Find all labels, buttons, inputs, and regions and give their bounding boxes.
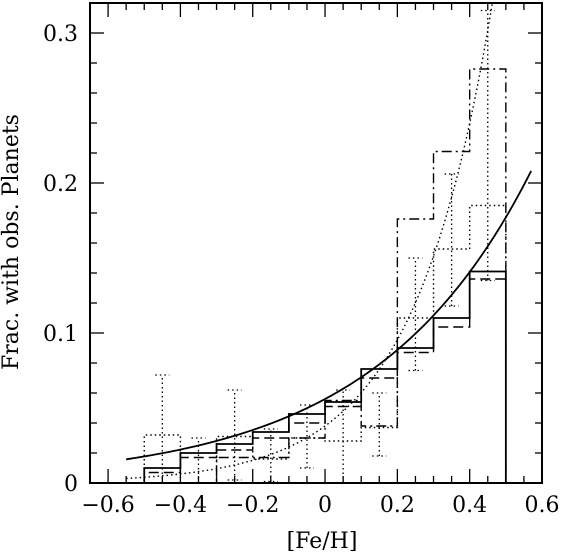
fit-curve-solid-0 bbox=[126, 170, 532, 461]
x-tick-label: 0.4 bbox=[452, 493, 487, 518]
x-tick-label: 0 bbox=[318, 493, 332, 518]
axis-layer: −0.6 −0.4 −0.2 0 0.2 0.4 0.6 0 0.1 0.2 0.3 bbox=[43, 2, 560, 518]
x-axis-title: [Fe/H] bbox=[287, 529, 358, 554]
y-axis-title: Frac. with obs. Planets bbox=[0, 114, 24, 370]
x-tick-label: 0.2 bbox=[380, 493, 415, 518]
fit-curve-dotted-1 bbox=[126, 3, 494, 480]
x-tick-label: −0.2 bbox=[226, 493, 279, 518]
x-tick-label: −0.6 bbox=[81, 493, 134, 518]
y-tick-label: 0.1 bbox=[43, 322, 78, 347]
plot-frame bbox=[89, 2, 543, 484]
x-tick-label: 0.6 bbox=[525, 493, 560, 518]
histogram-dash-dot-2 bbox=[144, 68, 507, 483]
y-tick-label: 0 bbox=[64, 472, 78, 497]
plot-layer bbox=[126, 3, 532, 483]
y-tick-label: 0.2 bbox=[43, 172, 78, 197]
x-tick-label: −0.4 bbox=[154, 493, 207, 518]
y-tick-label: 0.3 bbox=[43, 22, 78, 47]
plot-area bbox=[126, 3, 532, 483]
